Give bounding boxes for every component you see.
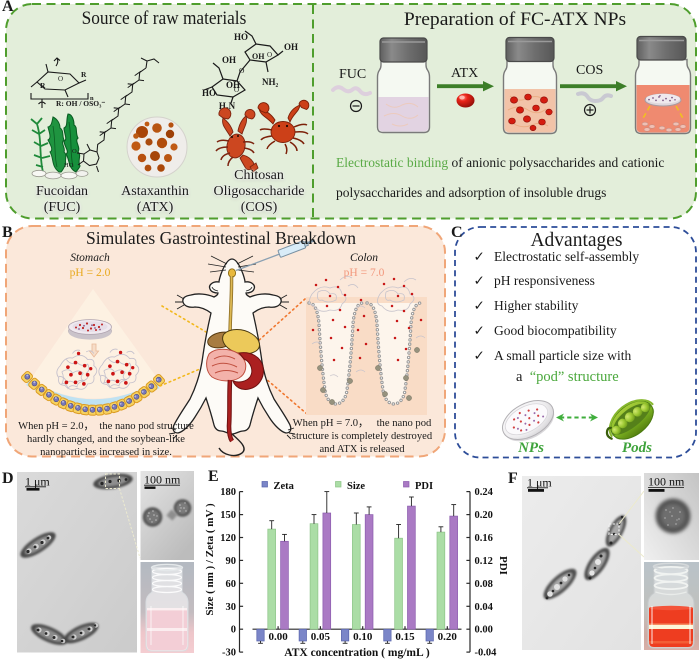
svg-text:O: O — [234, 86, 239, 94]
svg-text:120: 120 — [220, 533, 236, 544]
svg-text:0.16: 0.16 — [475, 533, 493, 544]
svg-text:-30: -30 — [222, 648, 236, 659]
svg-text:0.00: 0.00 — [268, 631, 288, 643]
svg-text:OH: OH — [284, 42, 298, 52]
svg-text:-0.04: -0.04 — [475, 648, 498, 659]
svg-text:100 nm: 100 nm — [648, 475, 685, 489]
svg-text:0.00: 0.00 — [475, 625, 493, 636]
svg-text:180: 180 — [220, 487, 236, 498]
svg-text:OH: OH — [226, 80, 240, 90]
svg-text:PDI: PDI — [415, 481, 433, 492]
svg-text:0.04: 0.04 — [475, 602, 494, 613]
svg-text:0.20: 0.20 — [438, 631, 458, 643]
svg-text:0.10: 0.10 — [353, 631, 373, 643]
svg-text:HO: HO — [202, 88, 216, 98]
svg-text:Size ( nm ) / Zeta ( mV ): Size ( nm ) / Zeta ( mV ) — [204, 503, 216, 616]
svg-text:H₂N: H₂N — [219, 101, 236, 111]
svg-text:R: R — [40, 81, 46, 90]
svg-text:0.12: 0.12 — [475, 556, 493, 567]
svg-text:0.24: 0.24 — [475, 487, 494, 498]
svg-text:HO: HO — [64, 162, 74, 169]
svg-text:Size: Size — [347, 481, 365, 492]
svg-text:NH₂: NH₂ — [262, 77, 279, 87]
svg-text:100 nm: 100 nm — [144, 473, 181, 487]
svg-text:0.15: 0.15 — [395, 631, 415, 643]
svg-text:0.08: 0.08 — [475, 579, 493, 590]
svg-text:ATX concentration ( mg/mL ): ATX concentration ( mg/mL ) — [284, 647, 430, 659]
svg-text:OH: OH — [252, 52, 265, 61]
svg-text:O: O — [72, 148, 77, 155]
svg-text:1 μm: 1 μm — [25, 475, 50, 489]
svg-text:OH: OH — [222, 55, 236, 65]
svg-text:60: 60 — [226, 579, 237, 590]
svg-text:O: O — [267, 51, 272, 59]
svg-text:n: n — [90, 95, 94, 102]
svg-text:30: 30 — [226, 602, 237, 613]
svg-text:HO: HO — [234, 32, 248, 42]
svg-text:O: O — [58, 75, 63, 83]
svg-text:R: OH / OSO₃⁻: R: OH / OSO₃⁻ — [56, 99, 105, 108]
svg-text:0.20: 0.20 — [475, 510, 493, 521]
svg-text:0: 0 — [231, 625, 236, 636]
svg-text:Zeta: Zeta — [274, 481, 295, 492]
svg-text:PDI: PDI — [497, 556, 509, 575]
svg-text:90: 90 — [226, 556, 237, 567]
svg-text:R: R — [81, 70, 87, 79]
svg-text:150: 150 — [220, 510, 236, 521]
svg-text:0.05: 0.05 — [311, 631, 331, 643]
svg-text:1 μm: 1 μm — [527, 476, 552, 490]
svg-text:O: O — [239, 66, 245, 75]
